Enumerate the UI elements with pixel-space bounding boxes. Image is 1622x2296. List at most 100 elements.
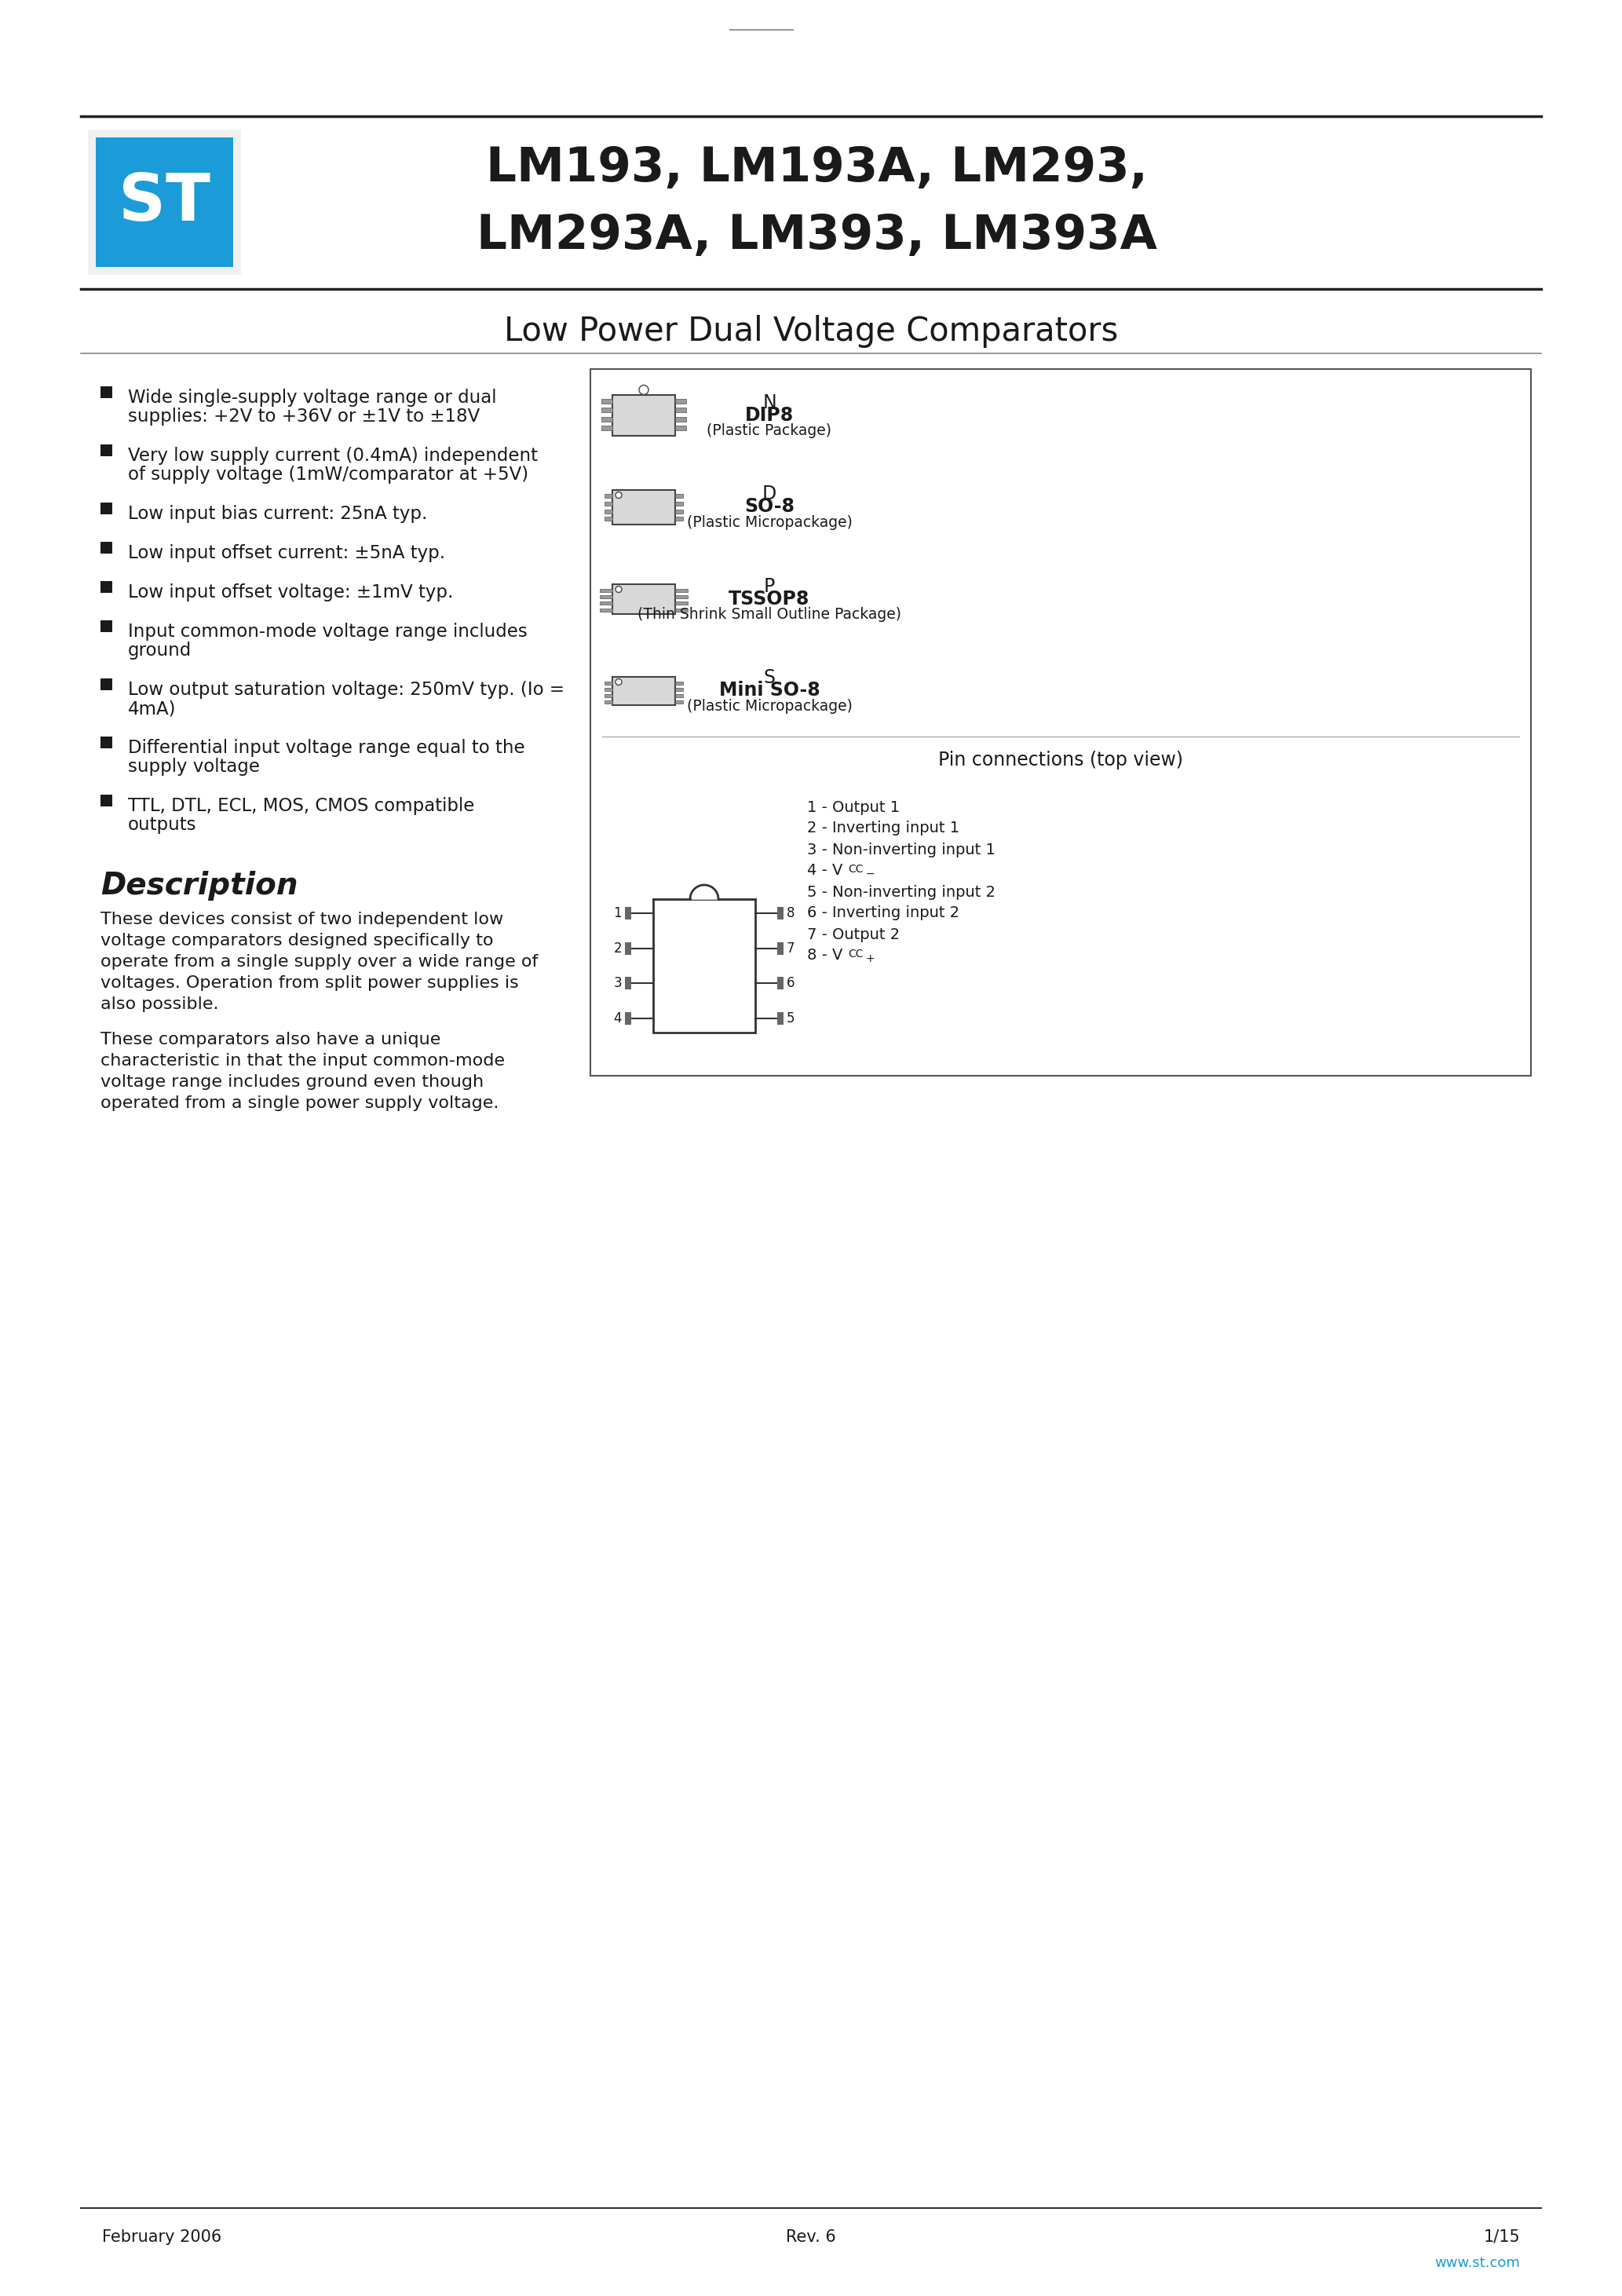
Text: supplies: +2V to +36V or ±1V to ±18V: supplies: +2V to +36V or ±1V to ±18V	[128, 406, 480, 425]
Text: CC: CC	[848, 948, 863, 960]
Text: ground: ground	[128, 641, 191, 659]
Bar	[613, 677, 675, 705]
Text: www.st.com: www.st.com	[1434, 2257, 1520, 2271]
Bar	[675, 510, 683, 514]
Bar	[624, 1013, 631, 1024]
Text: (Plastic Package): (Plastic Package)	[707, 422, 832, 439]
Text: Mini SO-8: Mini SO-8	[719, 682, 821, 700]
Text: Very low supply current (0.4mA) independent: Very low supply current (0.4mA) independ…	[128, 448, 539, 464]
Text: (Plastic Micropackage): (Plastic Micropackage)	[686, 698, 852, 714]
Text: These comparators also have a unique: These comparators also have a unique	[101, 1031, 441, 1047]
Text: 1/15: 1/15	[1483, 2229, 1520, 2245]
Text: voltage range includes ground even though: voltage range includes ground even thoug…	[101, 1075, 483, 1091]
Text: 2 - Inverting input 1: 2 - Inverting input 1	[808, 822, 960, 836]
Bar	[605, 501, 613, 505]
Bar	[613, 395, 675, 436]
Polygon shape	[654, 884, 756, 900]
Bar	[675, 608, 688, 611]
Circle shape	[615, 680, 621, 684]
Circle shape	[615, 585, 621, 592]
Bar	[777, 907, 783, 918]
Text: Low output saturation voltage: 250mV typ. (Io =: Low output saturation voltage: 250mV typ…	[128, 682, 564, 698]
Bar	[101, 542, 112, 553]
Bar	[101, 503, 112, 514]
Bar	[675, 693, 683, 698]
Bar	[602, 416, 613, 422]
Text: Rev. 6: Rev. 6	[787, 2229, 835, 2245]
Bar	[600, 595, 613, 599]
Bar	[605, 494, 613, 498]
Text: Pin connections (top view): Pin connections (top view)	[938, 751, 1182, 769]
Bar	[101, 620, 112, 631]
Bar	[602, 400, 613, 404]
Text: 4: 4	[613, 1010, 621, 1026]
Text: −: −	[866, 868, 876, 879]
Bar	[675, 425, 686, 429]
Bar	[624, 907, 631, 918]
Text: 6: 6	[787, 976, 795, 990]
Bar	[101, 386, 112, 397]
Text: Low input offset voltage: ±1mV typ.: Low input offset voltage: ±1mV typ.	[128, 583, 453, 602]
Text: DIP8: DIP8	[744, 406, 793, 425]
Bar	[605, 682, 613, 684]
Bar	[605, 687, 613, 691]
Bar	[675, 595, 688, 599]
Bar	[613, 583, 675, 613]
Bar	[675, 517, 683, 521]
Bar	[602, 425, 613, 429]
Text: TSSOP8: TSSOP8	[728, 590, 809, 608]
Text: 4mA): 4mA)	[128, 700, 177, 719]
Circle shape	[639, 386, 649, 395]
Bar	[624, 941, 631, 955]
Text: operate from a single supply over a wide range of: operate from a single supply over a wide…	[101, 955, 539, 969]
Text: 3: 3	[613, 976, 621, 990]
Circle shape	[615, 491, 621, 498]
Bar	[654, 900, 756, 1033]
Text: Low input offset current: ±5nA typ.: Low input offset current: ±5nA typ.	[128, 544, 446, 563]
Text: 6 - Inverting input 2: 6 - Inverting input 2	[808, 905, 960, 921]
Bar	[600, 588, 613, 592]
Text: LM193, LM193A, LM293,: LM193, LM193A, LM293,	[485, 145, 1147, 193]
Bar	[777, 941, 783, 955]
Text: These devices consist of two independent low: These devices consist of two independent…	[101, 912, 503, 928]
Bar	[600, 608, 613, 611]
Bar	[605, 517, 613, 521]
Bar	[675, 588, 688, 592]
Bar	[101, 445, 112, 457]
Bar	[605, 700, 613, 703]
Bar	[590, 370, 1531, 1077]
Bar	[101, 677, 112, 691]
Bar	[602, 409, 613, 413]
Bar	[675, 687, 683, 691]
Bar	[101, 794, 112, 806]
Bar	[605, 693, 613, 698]
Text: (Plastic Micropackage): (Plastic Micropackage)	[686, 514, 852, 530]
Text: voltage comparators designed specifically to: voltage comparators designed specificall…	[101, 932, 493, 948]
Text: 5 - Non-inverting input 2: 5 - Non-inverting input 2	[808, 884, 996, 900]
Text: Wide single-supply voltage range or dual: Wide single-supply voltage range or dual	[128, 388, 496, 406]
Bar	[88, 129, 242, 276]
Text: 2: 2	[613, 941, 621, 955]
Text: 3 - Non-inverting input 1: 3 - Non-inverting input 1	[808, 843, 996, 856]
Text: Low input bias current: 25nA typ.: Low input bias current: 25nA typ.	[128, 505, 427, 523]
Text: Low Power Dual Voltage Comparators: Low Power Dual Voltage Comparators	[504, 315, 1118, 349]
Text: +: +	[866, 953, 876, 964]
Text: Description: Description	[101, 870, 298, 900]
Bar	[605, 510, 613, 514]
Text: 8: 8	[787, 907, 795, 921]
Text: 7: 7	[787, 941, 795, 955]
Bar	[101, 581, 112, 592]
Text: Input common-mode voltage range includes: Input common-mode voltage range includes	[128, 622, 527, 641]
Text: D: D	[762, 484, 777, 503]
Text: 1: 1	[613, 907, 621, 921]
Bar	[101, 737, 112, 748]
Bar	[675, 416, 686, 422]
Text: LM293A, LM393, LM393A: LM293A, LM393, LM393A	[477, 214, 1156, 259]
Bar	[675, 494, 683, 498]
Text: outputs: outputs	[128, 815, 196, 833]
Bar	[624, 978, 631, 990]
Text: 5: 5	[787, 1010, 795, 1026]
Text: 4 - V: 4 - V	[808, 863, 843, 879]
Text: supply voltage: supply voltage	[128, 758, 260, 776]
Bar	[777, 1013, 783, 1024]
